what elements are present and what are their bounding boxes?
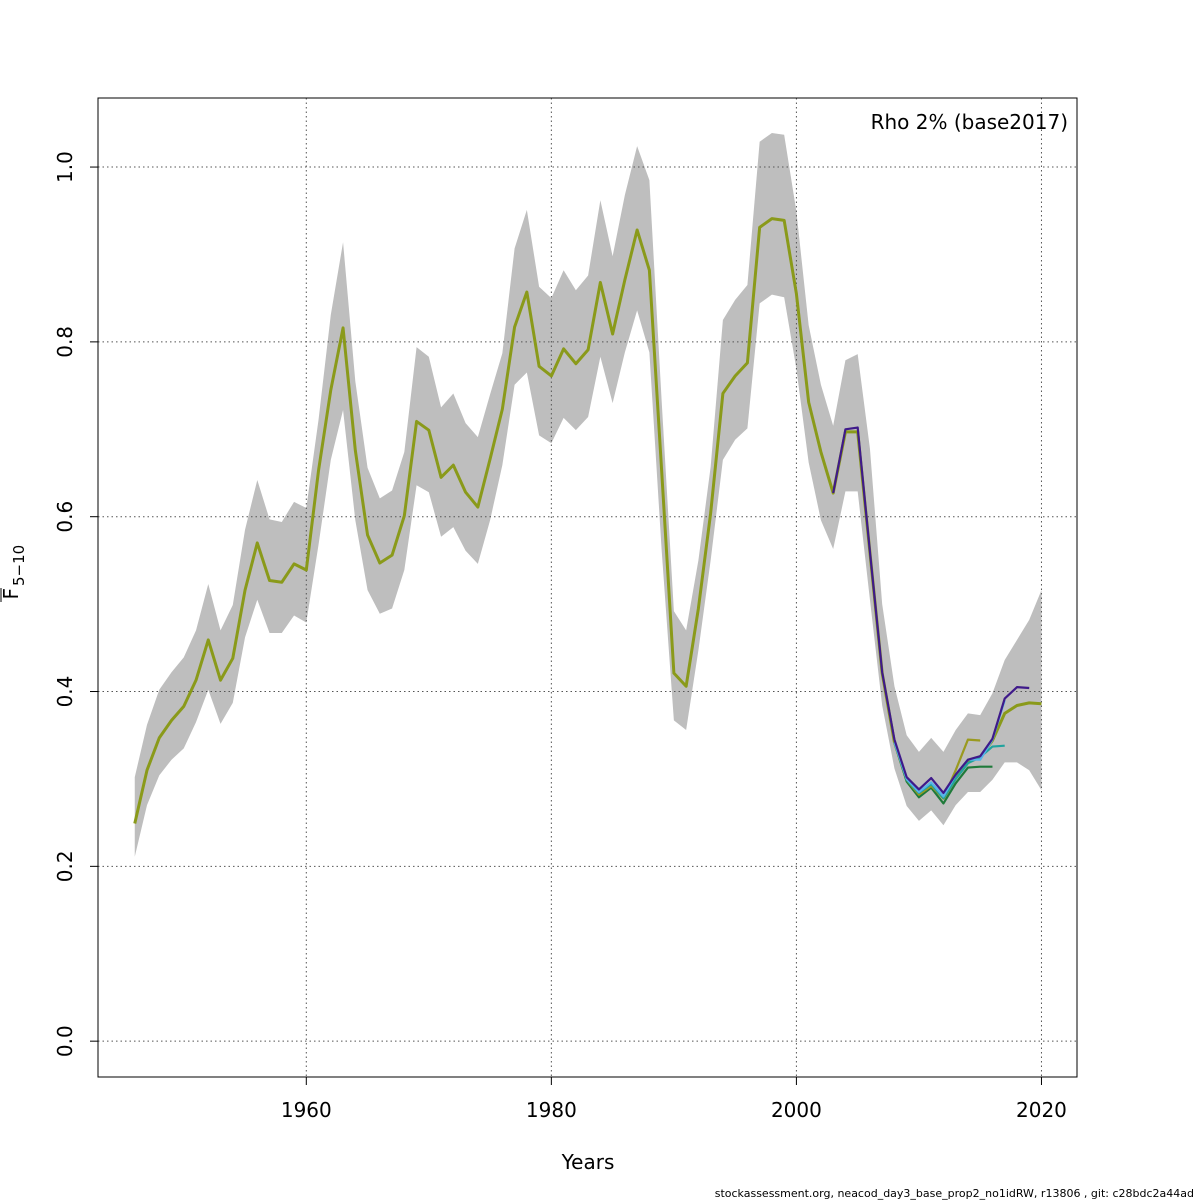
annotation: Rho 2% (base2017): [871, 110, 1068, 134]
x-axis-label: Years: [561, 1150, 615, 1174]
plot-layer: [98, 98, 1077, 1077]
y-tick-label: 0.8: [53, 326, 77, 358]
y-tick-label: 0.2: [53, 850, 77, 882]
series-line: [832, 426, 1030, 795]
confidence-band: [134, 132, 1042, 857]
series-line: [893, 741, 993, 805]
footer: stockassessment.org, neacod_day3_base_pr…: [715, 1187, 1194, 1200]
y-axis-label-sub: 5−10: [10, 545, 28, 586]
y-axis-label: F 5−10: [0, 545, 28, 602]
x-tick-label: 1960: [281, 1098, 332, 1122]
y-tick-label: 0.4: [53, 676, 77, 708]
x-tick-label: 2020: [1016, 1098, 1067, 1122]
x-tick-label: 1980: [526, 1098, 577, 1122]
y-axis-label-main: F: [0, 588, 23, 600]
x-tick-label: 2000: [771, 1098, 822, 1122]
y-tick-label: 0.6: [53, 501, 77, 533]
plot-frame: [97, 97, 1078, 1078]
y-tick-label: 1.0: [53, 151, 77, 183]
y-tick-label: 0.0: [53, 1025, 77, 1057]
